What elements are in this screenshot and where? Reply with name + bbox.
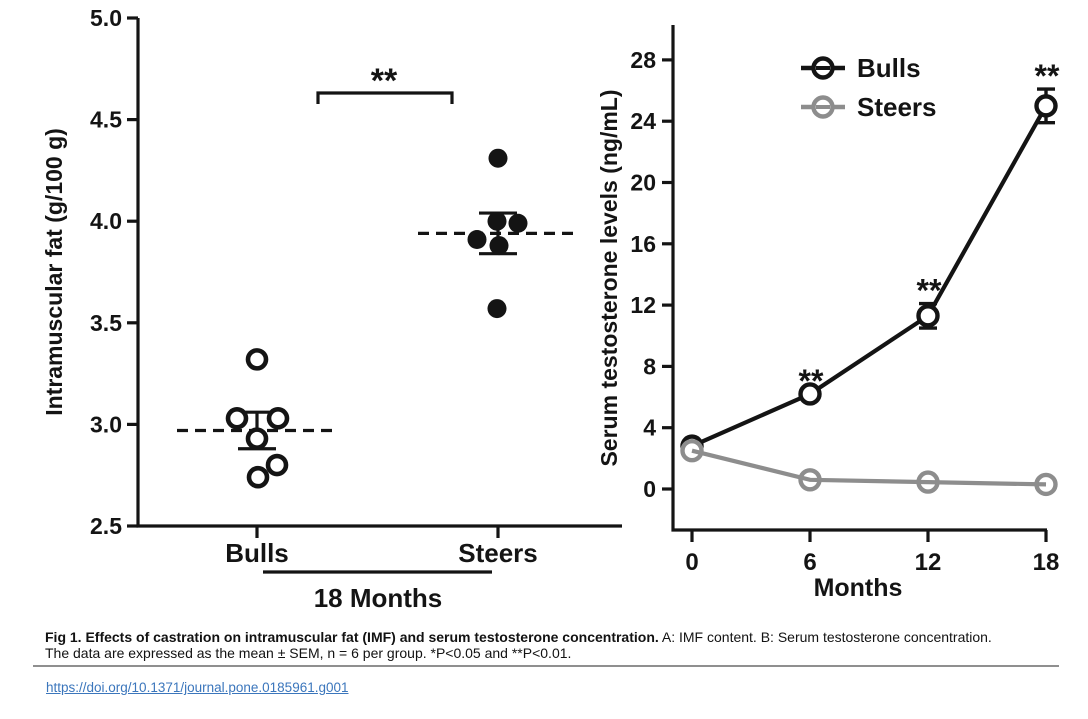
panelA-group-label: Steers (458, 538, 538, 568)
panelB-ytick-label: 28 (630, 47, 656, 73)
panelB-ytick-label: 8 (643, 353, 656, 379)
panelA-ytick-label: 3.5 (90, 310, 122, 336)
sig-stars-panelB: ** (1035, 58, 1060, 94)
data-point-bulls (246, 465, 270, 489)
steers-marker (798, 468, 822, 492)
panelA-xlabel: 18 Months (314, 583, 443, 612)
panelA-group-label: Bulls (225, 538, 289, 568)
panelB-xtick-label: 6 (803, 549, 816, 576)
panelA-ytick-label: 3.0 (90, 411, 122, 437)
panelB-ytick-label: 4 (643, 415, 656, 441)
sig-stars-panelB: ** (917, 273, 942, 309)
figure-caption: Fig 1. Effects of castration on intramus… (45, 629, 1017, 661)
panelB-axes (671, 25, 1047, 532)
bulls-marker (916, 304, 940, 328)
legend-label-steers: Steers (857, 92, 937, 122)
panelA-ytick-label: 2.5 (90, 513, 122, 539)
doi-link[interactable]: https://doi.org/10.1371/journal.pone.018… (46, 680, 349, 695)
data-point-bulls (245, 348, 269, 371)
panelA-ytick-label: 4.0 (90, 208, 122, 234)
panelA-ylabel: Intramuscular fat (g/100 g) (41, 128, 67, 416)
panelB-xtick-label: 0 (685, 549, 698, 576)
data-point-bulls (245, 427, 269, 450)
figure-canvas: 5.0 4.5 4.0 3.5 3.0 2.5 Intramuscular fat (g/1… (41, 5, 1060, 612)
panelA-ytick-label: 4.5 (90, 107, 122, 133)
bulls-marker (1034, 94, 1058, 118)
panelB-ytick-label: 0 (643, 476, 656, 502)
steers-marker (680, 438, 704, 463)
data-point-steers (487, 211, 507, 231)
steers-line (691, 448, 1047, 487)
data-point-bulls (266, 407, 290, 430)
panelB-xlabel: Months (814, 574, 903, 602)
panelB-ylabel: Serum testosterone levels (ng/mL) (596, 89, 622, 466)
data-point-steers (508, 213, 528, 233)
panelB-ytick-label: 24 (630, 108, 656, 134)
data-point-steers (467, 229, 487, 249)
data-point-steers (487, 299, 507, 319)
bulls-line (691, 104, 1048, 449)
legend-label-bulls: Bulls (857, 53, 921, 83)
panelB-ytick-label: 20 (630, 170, 656, 196)
data-point-bulls (265, 453, 289, 477)
data-point-steers (488, 148, 508, 168)
data-point-steers (489, 236, 509, 256)
panelB-ytick-label: 12 (630, 292, 656, 318)
data-point-bulls (225, 407, 249, 430)
bulls-marker (798, 382, 822, 406)
sig-stars-panelA: ** (371, 62, 398, 100)
caption-divider (33, 665, 1059, 667)
steers-marker (916, 470, 940, 494)
panelB-xtick-label: 12 (915, 549, 942, 576)
panelA-ytick-label: 5.0 (90, 5, 122, 31)
panelB-ytick-label: 16 (630, 231, 656, 257)
sig-stars-panelB: ** (799, 363, 824, 399)
panelB-xtick-label: 18 (1033, 549, 1060, 576)
caption-body: A: IMF content. B: Serum testosterone co… (45, 629, 992, 661)
caption-title: Fig 1. Effects of castration on intramus… (45, 629, 659, 645)
steers-marker (1034, 472, 1058, 497)
sig-bracket (316, 91, 454, 104)
